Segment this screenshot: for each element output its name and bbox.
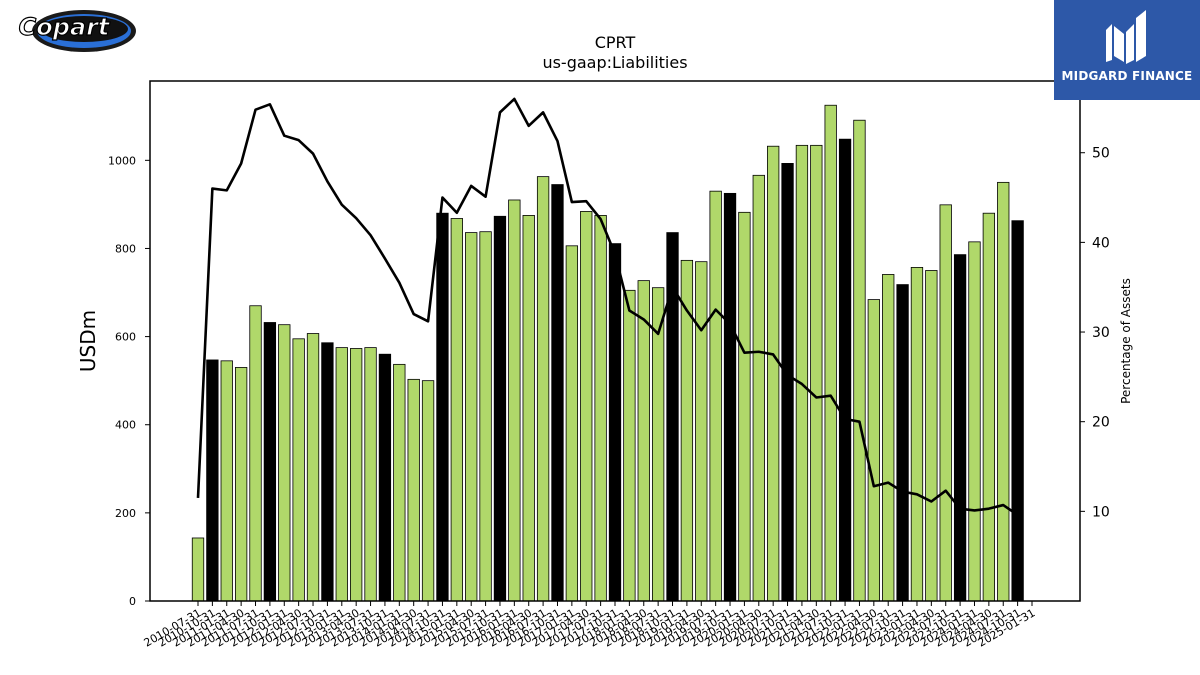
bar-2012-01-31	[278, 324, 291, 602]
bar-2017-01-31	[565, 245, 579, 602]
bar-2022-04-30	[867, 299, 880, 602]
bar-2012-07-31	[306, 333, 320, 602]
company-logo-text: Copart	[19, 13, 111, 41]
bar-2017-10-31	[608, 243, 622, 602]
y-right-tick-label-10: 10	[1092, 504, 1110, 520]
bar-2019-10-31	[723, 192, 737, 602]
bar-2022-07-31	[882, 274, 895, 602]
y-tick-label-400: 400	[115, 419, 136, 432]
bar-2016-04-30	[522, 215, 535, 602]
bar-2013-10-31	[378, 353, 392, 602]
bar-2023-04-30	[925, 270, 938, 602]
y-right-tick-label-50: 50	[1092, 146, 1110, 162]
bar-2010-07-31	[191, 537, 205, 602]
bar-2019-07-31	[709, 190, 722, 602]
y-tick-label-1000: 1000	[108, 154, 136, 167]
y-tick-label-600: 600	[115, 331, 136, 344]
chart-subtitle: us-gaap:Liabilities	[542, 53, 687, 72]
bar-2014-01-31	[393, 363, 406, 602]
bar-2024-04-30	[982, 212, 996, 602]
bar-2015-07-31	[479, 231, 492, 602]
bar-2011-04-30	[234, 367, 248, 602]
bar-2012-04-30	[292, 338, 305, 602]
bar-2013-04-30	[350, 348, 363, 602]
bar-2013-01-31	[335, 347, 348, 602]
bar-2020-07-31	[767, 145, 780, 602]
bar-2016-10-31	[551, 184, 564, 602]
bar-2014-10-31	[436, 212, 449, 602]
bars-layer	[191, 104, 1024, 602]
bar-2021-07-31	[824, 104, 837, 602]
bar-2012-10-31	[321, 342, 334, 602]
bar-2016-01-31	[508, 199, 521, 602]
bar-2023-01-31	[910, 267, 924, 602]
brand-logo-text: MIDGARD FINANCE	[1061, 69, 1193, 83]
y-right-tick-label-40: 40	[1092, 235, 1110, 251]
bar-2010-10-31	[206, 359, 219, 602]
bar-2015-10-31	[493, 215, 507, 602]
y-right-tick-label-20: 20	[1092, 415, 1110, 431]
brand-logo: MIDGARD FINANCE	[1054, 0, 1200, 100]
bar-2011-07-31	[249, 305, 262, 602]
bar-2020-10-31	[781, 163, 794, 602]
bar-2023-07-31	[939, 204, 952, 602]
bar-2016-07-31	[536, 176, 550, 602]
bar-2018-01-31	[623, 289, 636, 602]
bar-2020-01-31	[738, 211, 751, 602]
bar-2021-10-31	[838, 138, 852, 602]
bar-2024-01-31	[968, 241, 981, 602]
y-right-tick-label-30: 30	[1092, 325, 1110, 341]
y-tick-label-0: 0	[129, 595, 136, 608]
bar-2017-07-31	[594, 215, 607, 602]
bar-2021-01-31	[795, 144, 809, 602]
bar-2015-01-31	[450, 218, 463, 602]
bar-2022-10-31	[896, 284, 909, 602]
pct-of-assets-line	[196, 97, 1019, 517]
bar-2021-04-30	[810, 144, 823, 602]
bar-2024-10-31	[1011, 220, 1024, 602]
company-logo: Copart	[4, 4, 136, 54]
y-tick-label-200: 200	[115, 507, 136, 520]
brand-mark-icon	[1106, 10, 1146, 64]
y-axis-label-left: USDm	[76, 310, 100, 372]
bar-2022-01-31	[853, 119, 866, 602]
bar-2017-04-30	[580, 211, 593, 602]
bar-2014-07-31	[421, 380, 435, 602]
chart-title: CPRT	[595, 33, 636, 52]
bar-2011-01-31	[220, 360, 233, 602]
bar-2024-07-31	[997, 181, 1010, 602]
bar-2013-07-31	[364, 347, 377, 602]
y-tick-label-800: 800	[115, 242, 136, 255]
bar-2014-04-30	[407, 378, 420, 602]
y-axis-label-right: Percentage of Assets	[1119, 278, 1133, 404]
bar-2011-10-31	[263, 322, 277, 602]
bar-2019-04-30	[695, 261, 708, 602]
bar-2023-10-31	[953, 254, 967, 602]
bar-2015-04-30	[465, 232, 478, 602]
bar-2018-04-30	[637, 280, 650, 602]
bar-2020-04-30	[752, 174, 765, 602]
line-layer	[196, 97, 1019, 517]
axes-layer: 0200400600800100010203040502010-07-31201…	[108, 80, 1110, 650]
